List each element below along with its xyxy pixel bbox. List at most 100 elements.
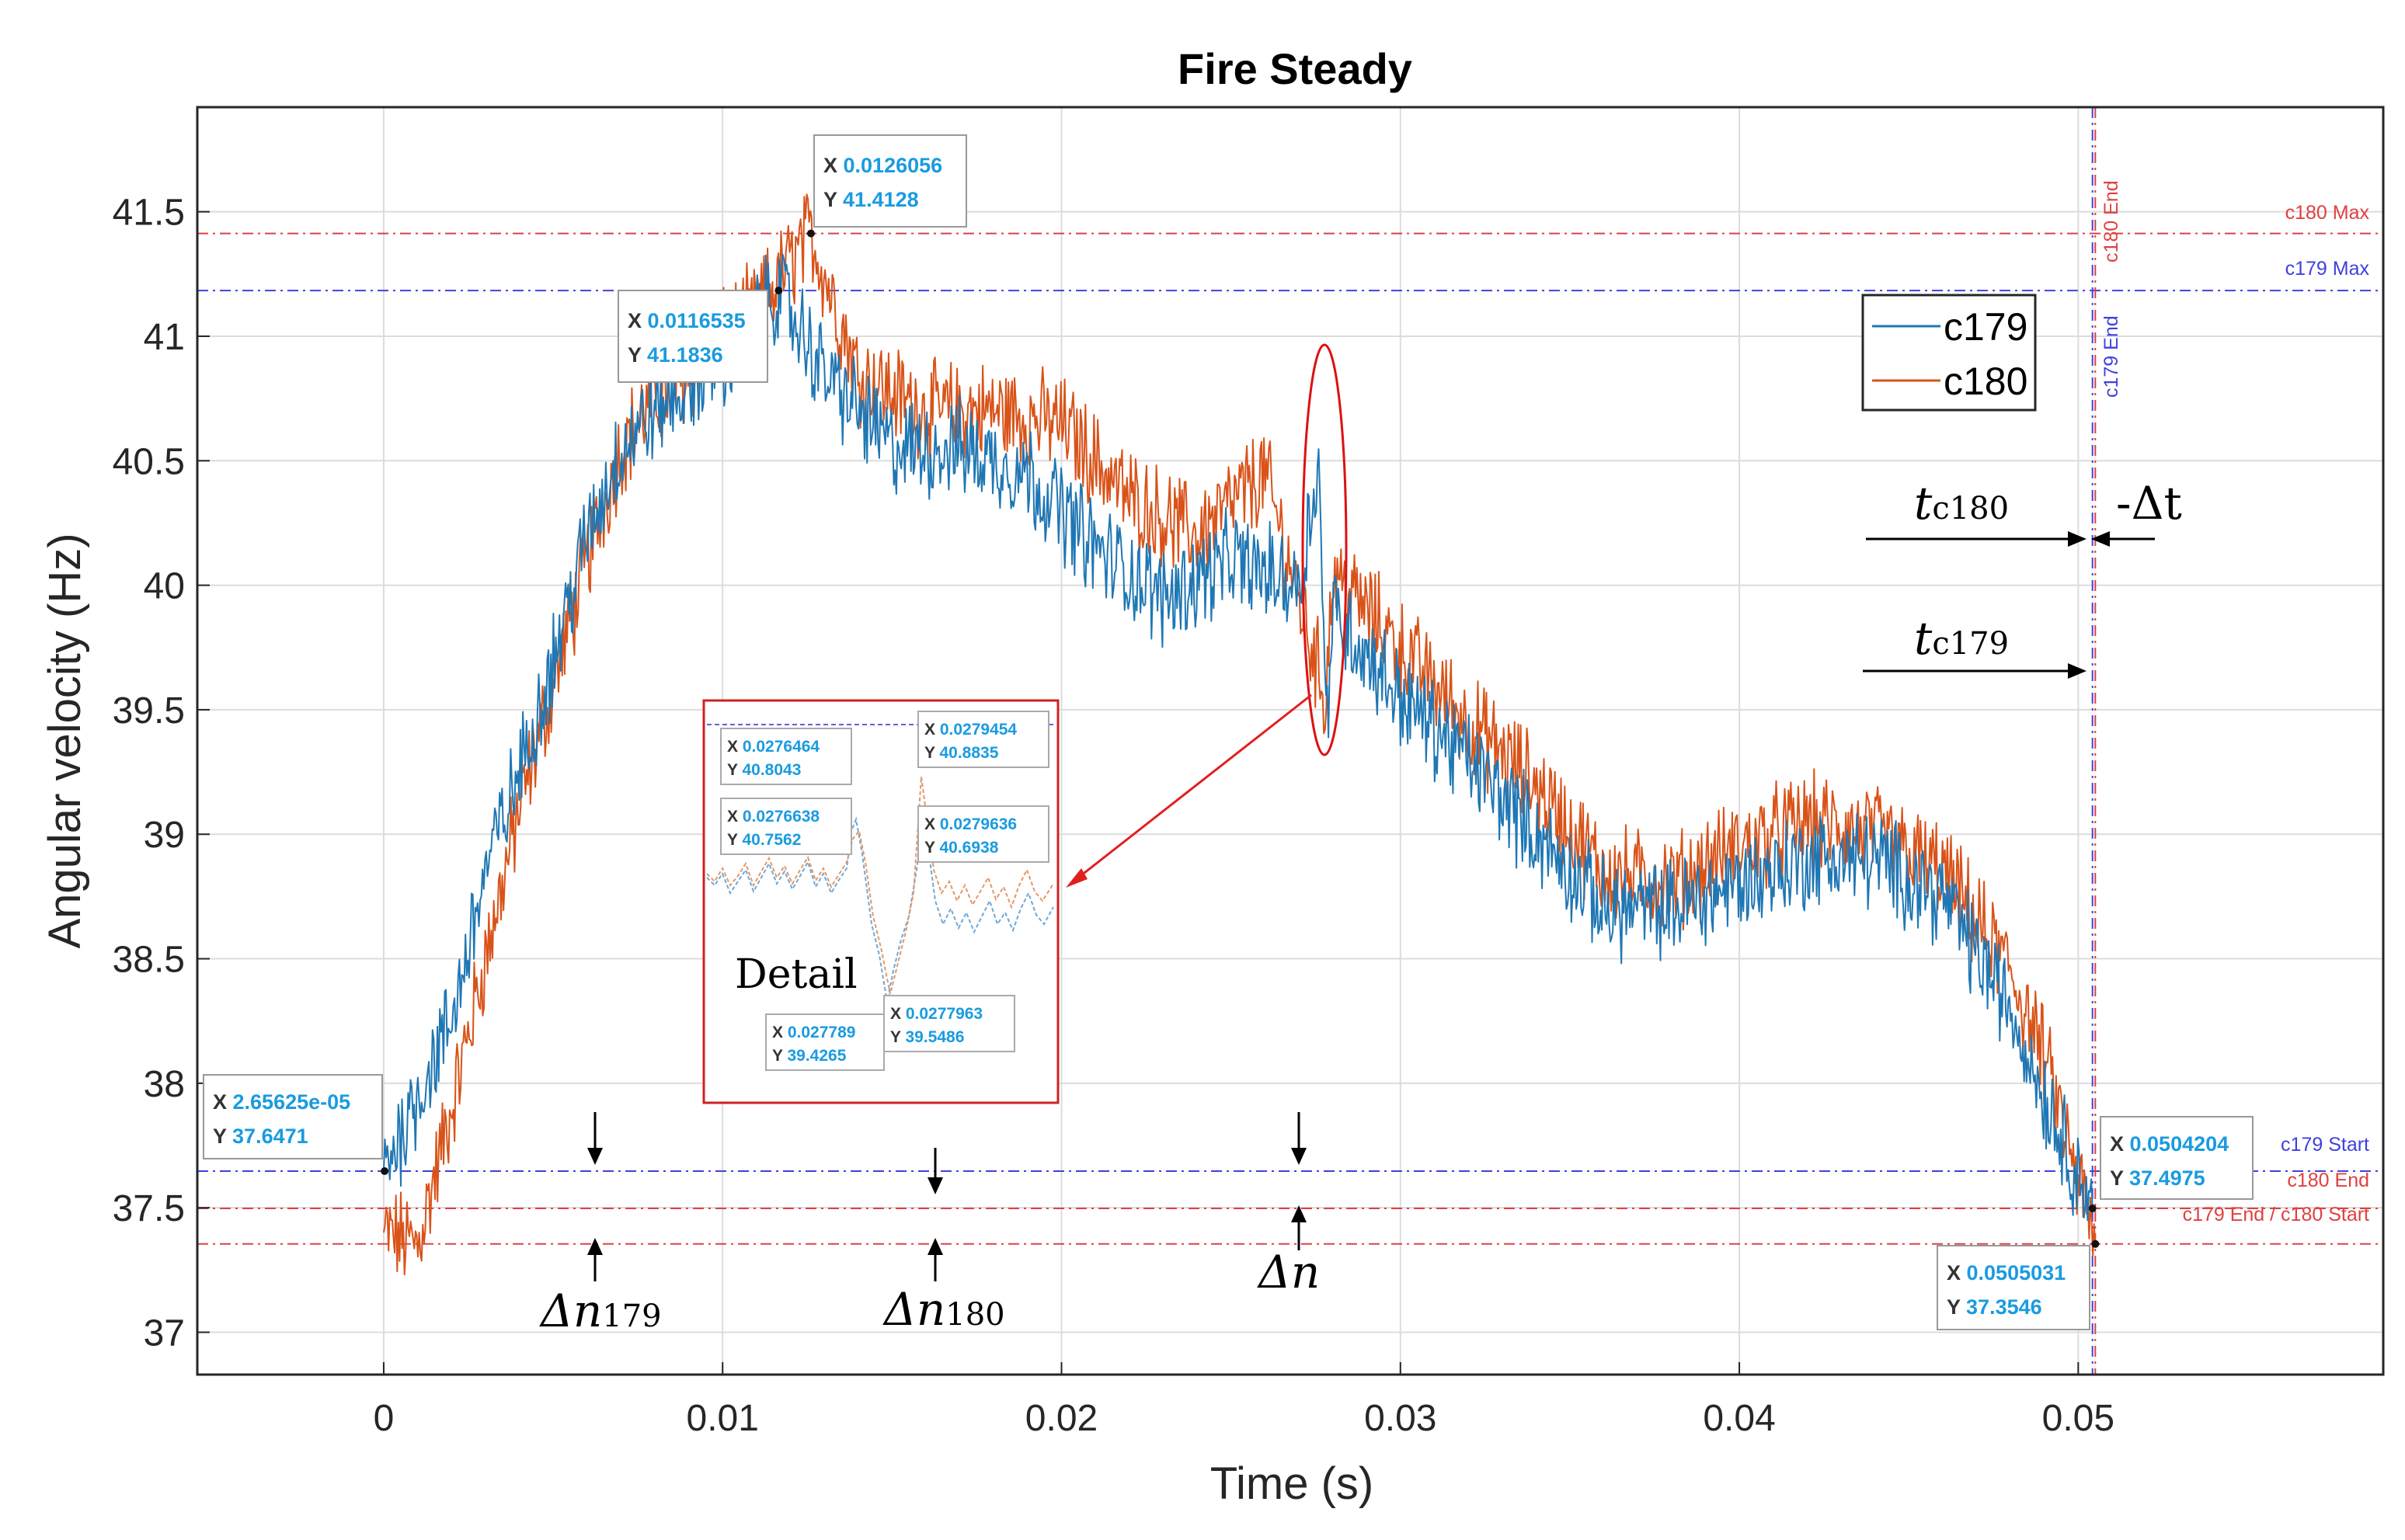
detail-highlight-ellipse [1301,343,1348,756]
annotation-delta-t-text: -Δt [2116,477,2182,530]
detail-tip-4-y: Y 40.6938 [924,839,999,857]
detail-tip-2: X 0.0279454 Y 40.8835 [917,711,1049,768]
dn-down-arrowhead [1291,1148,1307,1165]
detail-tip-4-box [917,805,1049,863]
y-tick-label: 40 [144,566,185,607]
dn180-up-arrowhead [928,1238,943,1255]
detail-tip-2-y: Y 40.8835 [924,744,999,762]
reference-lines [197,107,2383,1375]
datatip-marker [806,229,815,238]
detail-tip-5: X 0.027789 Y 39.4265 [765,1013,885,1071]
detail-tip-2-x: X 0.0279454 [924,721,1017,739]
detail-tip-2-box [917,711,1049,768]
x-tick-label: 0.04 [1703,1398,1775,1439]
datatip-marker [774,287,783,295]
detail-c180-trace [706,776,1054,995]
y-tick-label: 41 [144,317,185,358]
ref-label-c180-max: c180 Max [2285,202,2370,224]
detail-inset: Detail X 0.0276464 Y 40.8043 X 0.0279454… [702,699,1060,1104]
datatip-max-c179-box [618,290,768,383]
detail-c179-trace [706,815,1054,1003]
datatip-start-c179-y: Y 37.6471 [213,1125,308,1148]
datatip-max-c179-x: X 0.0116535 [628,309,746,332]
ref-label-c179-end-c180-start: c179 End / c180 Start [2183,1204,2369,1225]
datatip-marker [2088,1204,2097,1212]
detail-tip-1-box [720,728,852,785]
datatip-marker [381,1167,389,1176]
legend-entry-c179: c179 [1944,305,2027,349]
datatip-end-c179-y: Y 37.4975 [2110,1166,2205,1190]
annotation-t-c179: tc179 [1863,612,2087,679]
datatip-start-c179: X 2.65625e-05 Y 37.6471 [203,1074,383,1159]
datatip-end-c179-box [2100,1116,2254,1200]
x-axis-label: Time (s) [1210,1458,1373,1509]
legend: c179 c180 [1861,294,2037,412]
datatip-markers [381,229,2100,1248]
datatip-end-c180: X 0.0505031 Y 37.3546 [1937,1245,2090,1330]
y-tick-label: 40.5 [113,441,185,482]
y-axis-label: Angular velocity (Hz) [40,533,90,948]
datatip-end-c180-x: X 0.0505031 [1947,1261,2066,1284]
y-tick-label: 37 [144,1312,185,1354]
datatip-end-c179: X 0.0504204 Y 37.4975 [2100,1116,2254,1200]
datatip-max-c180: X 0.0126056 Y 41.4128 [813,134,967,228]
detail-tip-5-x: X 0.027789 [772,1024,855,1041]
datatip-max-c180-y: Y 41.4128 [823,188,919,211]
detail-tip-1-y: Y 40.8043 [727,761,801,779]
detail-pointer-arrowhead [1066,868,1088,888]
legend-entry-c180: c180 [1944,360,2027,403]
y-tick-label: 39.5 [113,690,185,732]
detail-tip-3-y: Y 40.7562 [727,831,801,849]
datatip-start-c179-x: X 2.65625e-05 [213,1090,350,1114]
y-tick-label: 39 [144,815,185,856]
detail-tip-6: X 0.0277963 Y 39.5486 [883,995,1015,1052]
detail-tip-5-box [765,1013,885,1071]
detail-tip-6-box [883,995,1015,1052]
x-tick-label: 0 [374,1398,395,1439]
x-tick-label: 0.02 [1025,1398,1098,1439]
annotation-dn180-text: Δn180 [882,1283,1005,1336]
datatip-end-c179-x: X 0.0504204 [2110,1132,2229,1156]
datatip-end-c180-box [1937,1245,2090,1330]
detail-tip-4: X 0.0279636 Y 40.6938 [917,805,1049,863]
detail-tip-5-y: Y 39.4265 [772,1047,847,1065]
detail-tip-3-box [720,798,852,855]
y-tick-label: 41.5 [113,193,185,234]
annotation-dn179: Δn179 [539,1112,662,1337]
detail-pointer-arrow [1070,694,1312,885]
detail-tip-3: X 0.0276638 Y 40.7562 [720,798,852,855]
x-tick-label: 0.03 [1364,1398,1436,1439]
y-tick-label: 38 [144,1064,185,1105]
dn179-down-arrowhead [587,1148,603,1165]
ref-label-c179-max: c179 Max [2285,258,2370,280]
ref-label-c179-start: c179 Start [2281,1134,2369,1156]
detail-tip-1-x: X 0.0276464 [727,738,820,756]
detail-tip-1: X 0.0276464 Y 40.8043 [720,728,852,785]
detail-label: Detail [735,951,858,998]
annotation-t-c179-text: tc179 [1914,612,2009,665]
datatip-max-c180-box [813,134,967,228]
ref-label-c180-end: c180 End [2287,1170,2369,1191]
annotation-t-c179-arrowhead [2068,663,2087,679]
dn180-down-arrowhead [928,1177,943,1194]
axis-ticks: 0 0.01 0.02 0.03 0.04 0.05 37 37.5 38 38.5 39 39.5 4… [113,193,2114,1439]
detail-tip-6-x: X 0.0277963 [890,1005,983,1023]
annotation-delta-t-arrowhead [2091,531,2110,547]
x-tick-label: 0.01 [687,1398,759,1439]
annotation-t-c180-text: tc180 [1914,477,2009,530]
detail-tip-4-x: X 0.0279636 [924,815,1017,833]
dn-up-arrowhead [1291,1205,1307,1222]
chart-title: Fire Steady [1178,44,1412,93]
annotation-delta-t: -Δt [2091,477,2182,547]
detail-tip-3-x: X 0.0276638 [727,808,820,826]
annotation-dn179-text: Δn179 [539,1284,662,1337]
ref-label-c180-end-vertical: c180 End [2100,180,2122,262]
dn179-up-arrowhead [587,1238,603,1255]
datatip-max-c179-y: Y 41.1836 [628,343,723,367]
annotation-dn: Δn [1257,1112,1320,1298]
legend-box [1861,294,2037,412]
x-tick-label: 0.05 [2042,1398,2114,1439]
annotation-dn180: Δn180 [882,1148,1005,1336]
datatip-max-c179: X 0.0116535 Y 41.1836 [618,290,768,383]
y-tick-label: 38.5 [113,940,185,981]
